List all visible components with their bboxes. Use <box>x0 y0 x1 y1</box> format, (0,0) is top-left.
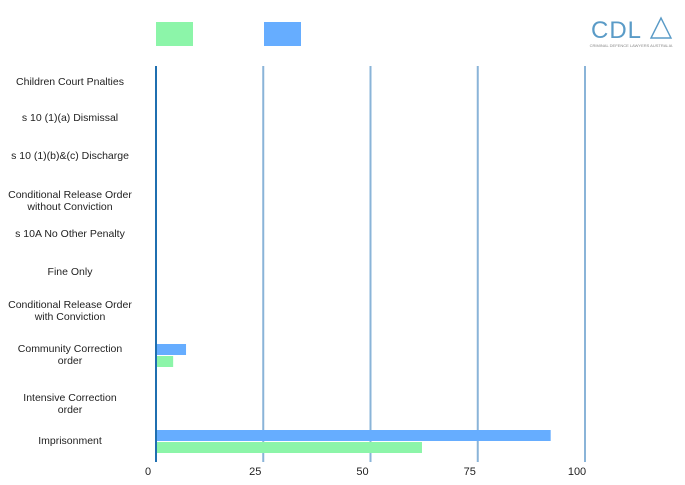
x-tick-label: 50 <box>356 466 369 478</box>
x-tick-label: 75 <box>463 466 476 478</box>
category-label: Conditional Release Order without Convic… <box>8 189 132 213</box>
category-label: Conditional Release Order with Convictio… <box>8 299 132 323</box>
category-label: Children Court Pnalties <box>16 76 124 88</box>
svg-text:CRIMINAL DEFENCE LAWYERS AUSTR: CRIMINAL DEFENCE LAWYERS AUSTRALIA <box>590 43 673 48</box>
bar <box>156 442 422 453</box>
legend-swatch-green <box>156 22 193 46</box>
bar <box>156 356 174 367</box>
bar <box>156 344 187 355</box>
x-tick-label: 100 <box>567 466 587 478</box>
category-label: Imprisonment <box>38 435 102 447</box>
x-tick-label: 0 <box>144 466 152 478</box>
svg-text:CDL: CDL <box>591 17 642 44</box>
category-label: s 10 (1)(a) Dismissal <box>21 112 119 124</box>
legend-swatch-blue <box>264 22 301 46</box>
cdla-logo: CDL CRIMINAL DEFENCE LAWYERS AUSTRALIA <box>590 16 673 48</box>
category-label: Intensive Correction order <box>23 392 117 416</box>
x-tick-label: 25 <box>249 466 262 478</box>
category-label: s 10A No Other Penalty <box>15 228 125 240</box>
category-label: Community Correction order <box>17 343 123 367</box>
bar <box>156 430 551 441</box>
category-label: Fine Only <box>47 266 93 278</box>
category-label: s 10 (1)(b)&(c) Discharge <box>11 150 129 162</box>
